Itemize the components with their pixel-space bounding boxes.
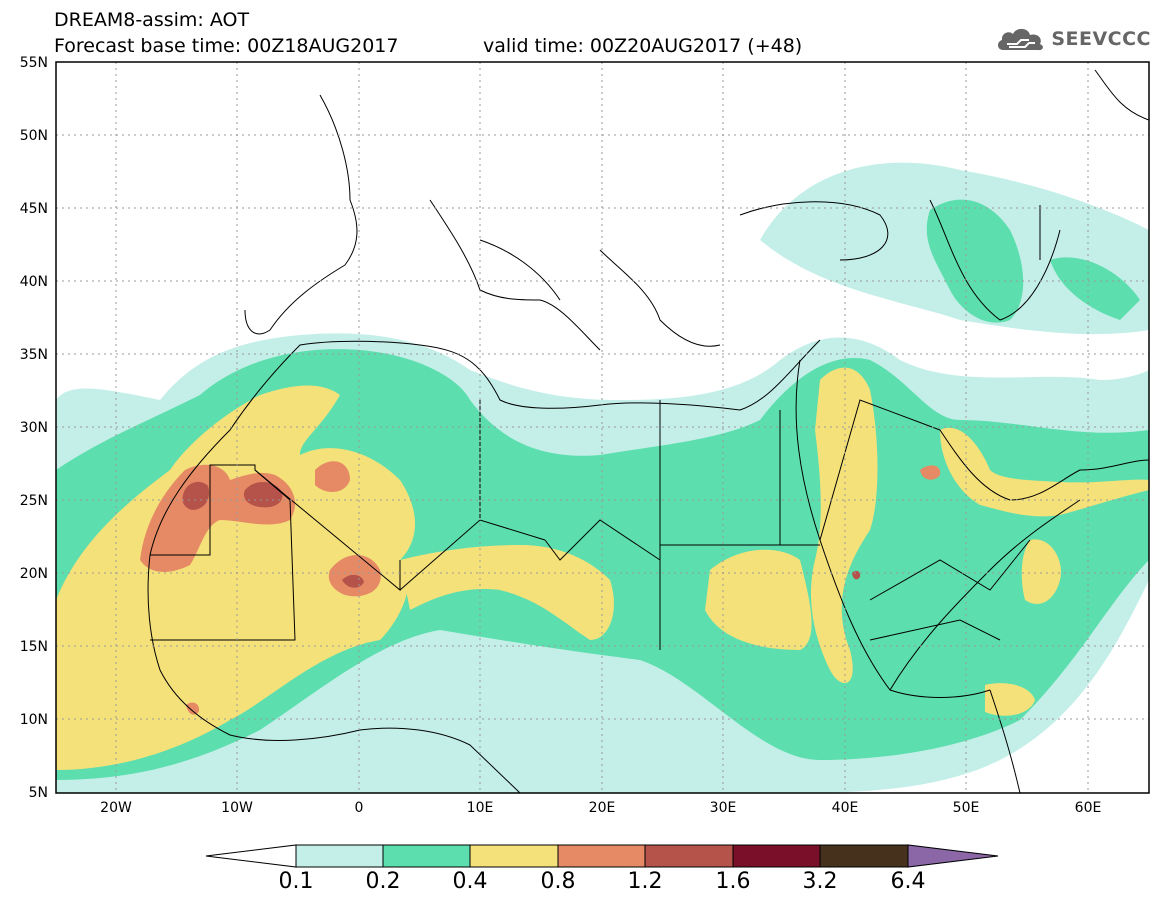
lat-label: 35N: [20, 347, 48, 363]
lon-label: 10E: [467, 800, 494, 816]
colorbar-low-arrow: [205, 844, 297, 868]
colorbar-segment: [557, 844, 646, 868]
cloud-icon: [998, 28, 1044, 51]
colorbar-segment: [644, 844, 734, 868]
lat-label: 15N: [20, 639, 48, 655]
colorbar-label: 0.4: [452, 869, 488, 894]
lon-label: 10W: [221, 800, 253, 816]
colorbar-segment: [819, 844, 909, 868]
valid-time: valid time: 00Z20AUG2017 (+48): [483, 35, 803, 57]
logo-text: SEEVCCC: [1051, 28, 1151, 50]
latitude-labels: 55N 50N 45N 40N 35N 30N 25N 20N 15N 10N …: [20, 55, 48, 801]
colorbar-label: 6.4: [890, 869, 926, 894]
lon-label: 30E: [710, 800, 737, 816]
colorbar-label: 0.8: [540, 869, 576, 894]
lat-label: 25N: [20, 493, 48, 509]
colorbar-high-arrow: [907, 844, 999, 868]
coastlines: [147, 69, 1149, 793]
lat-label: 20N: [20, 566, 48, 582]
lat-label: 40N: [20, 274, 48, 290]
lat-label: 50N: [20, 128, 48, 144]
lon-label: 20E: [589, 800, 616, 816]
lat-label: 30N: [20, 420, 48, 436]
lon-label: 40E: [832, 800, 859, 816]
map-title: DREAM8-assim: AOT: [54, 9, 250, 31]
lon-label: 60E: [1075, 800, 1102, 816]
colorbar-segment: [382, 844, 471, 868]
lat-label: 5N: [29, 785, 48, 801]
colorbar-label: 3.2: [802, 869, 838, 894]
country-borders: [150, 205, 1041, 650]
colorbar-label: 1.2: [627, 869, 663, 894]
lat-label: 10N: [20, 712, 48, 728]
colorbar-label: 1.6: [715, 869, 751, 894]
lon-label: 0: [355, 800, 364, 816]
colorbar-segment: [295, 844, 384, 868]
colorbar-segment: [732, 844, 821, 868]
colorbar-segment: [469, 844, 559, 868]
lon-label: 20W: [100, 800, 132, 816]
longitude-labels: 20W 10W 0 10E 20E 30E 40E 50E 60E: [100, 800, 1101, 816]
colorbar: [205, 844, 999, 868]
map-frame: [55, 61, 1150, 794]
lon-label: 50E: [953, 800, 980, 816]
forecast-base-time: Forecast base time: 00Z18AUG2017: [54, 35, 399, 57]
aot-field: [56, 162, 1149, 793]
lat-label: 55N: [20, 55, 48, 71]
seevccc-logo: SEEVCCC: [995, 24, 1151, 54]
colorbar-label: 0.2: [365, 869, 401, 894]
lat-label: 45N: [20, 201, 48, 217]
grid: [56, 62, 1149, 793]
colorbar-label: 0.1: [278, 869, 314, 894]
